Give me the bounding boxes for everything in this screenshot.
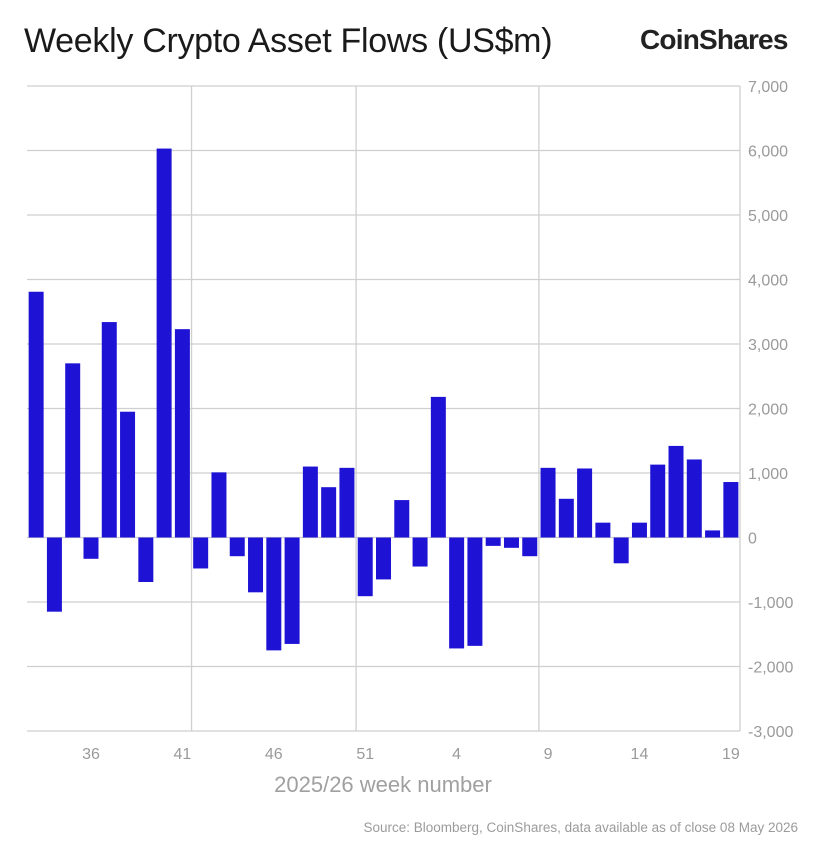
bar-week-46 xyxy=(266,537,282,651)
x-tick-layer: 36 41 46 51 4 9 14 19 xyxy=(82,746,740,763)
bar-week-34 xyxy=(46,537,62,612)
y-tick-label: 2,000 xyxy=(748,402,788,419)
bar-week-4 xyxy=(449,537,465,649)
bar-week-44 xyxy=(229,537,245,557)
bar-week-47 xyxy=(284,537,300,644)
bar-layer xyxy=(28,148,739,651)
bar-week-6 xyxy=(485,537,501,546)
bar-week-52 xyxy=(376,537,391,580)
bar-week-50 xyxy=(339,467,355,538)
y-tick-label: 0 xyxy=(748,531,757,548)
bar-week-15 xyxy=(650,464,666,538)
bar-week-48 xyxy=(302,466,318,538)
bar-week-17 xyxy=(686,459,702,538)
y-tick-layer: 7,000 6,000 5,000 4,000 3,000 2,000 1,000 0 -1,0… xyxy=(748,79,793,741)
bar-week-41 xyxy=(174,329,190,538)
bar-week-2 xyxy=(412,537,428,567)
x-tick-label: 46 xyxy=(265,746,283,763)
bar-week-11 xyxy=(577,468,593,538)
y-tick-label: 4,000 xyxy=(748,273,788,290)
bar-week-19 xyxy=(723,482,739,538)
bar-week-8 xyxy=(522,537,538,557)
y-tick-label: 6,000 xyxy=(748,144,788,161)
bar-week-49 xyxy=(321,487,337,538)
coinshares-logo: CoinShares xyxy=(640,24,788,55)
x-tick-label: 4 xyxy=(452,746,461,763)
bar-week-16 xyxy=(668,445,684,538)
bar-week-36 xyxy=(83,537,99,559)
bar-week-7 xyxy=(503,537,519,548)
bar-week-1 xyxy=(394,500,410,538)
y-tick-label: 3,000 xyxy=(748,337,788,354)
x-tick-label: 36 xyxy=(82,746,100,763)
y-tick-label: 1,000 xyxy=(748,466,788,483)
y-tick-label: -2,000 xyxy=(748,660,793,677)
bar-week-14 xyxy=(631,522,647,538)
y-tick-label: 7,000 xyxy=(748,79,788,96)
bar-week-42 xyxy=(193,537,209,569)
x-axis-label: 2025/26 week number xyxy=(274,772,492,797)
y-tick-label: -3,000 xyxy=(748,724,793,741)
x-tick-label: 9 xyxy=(544,746,553,763)
bar-week-51 xyxy=(357,537,373,597)
bar-week-39 xyxy=(138,537,154,583)
grid-layer xyxy=(27,85,741,732)
source-note: Source: Bloomberg, CoinShares, data avai… xyxy=(363,820,798,835)
bar-week-13 xyxy=(613,537,629,564)
bar-week-33 xyxy=(28,291,44,538)
bar-week-35 xyxy=(65,363,81,538)
bar-week-10 xyxy=(558,498,574,538)
y-tick-label: 5,000 xyxy=(748,208,788,225)
bar-week-5 xyxy=(467,537,483,646)
bar-week-43 xyxy=(211,472,227,538)
page-title: Weekly Crypto Asset Flows (US$m) xyxy=(24,22,553,60)
bar-week-12 xyxy=(595,522,611,538)
bar-week-38 xyxy=(120,411,136,538)
bar-week-9 xyxy=(540,467,556,538)
bar-week-40 xyxy=(156,148,172,538)
bar-week-37 xyxy=(101,322,117,538)
x-tick-label: 51 xyxy=(356,746,374,763)
bar-week-18 xyxy=(705,530,721,538)
bar-week-45 xyxy=(248,537,264,593)
x-tick-label: 19 xyxy=(722,746,740,763)
flows-chart: 7,000 6,000 5,000 4,000 3,000 2,000 1,000 0 -1,0… xyxy=(27,79,793,797)
y-tick-label: -1,000 xyxy=(748,595,793,612)
x-tick-label: 41 xyxy=(173,746,191,763)
bar-week-3 xyxy=(430,396,446,538)
x-tick-label: 14 xyxy=(631,746,649,763)
